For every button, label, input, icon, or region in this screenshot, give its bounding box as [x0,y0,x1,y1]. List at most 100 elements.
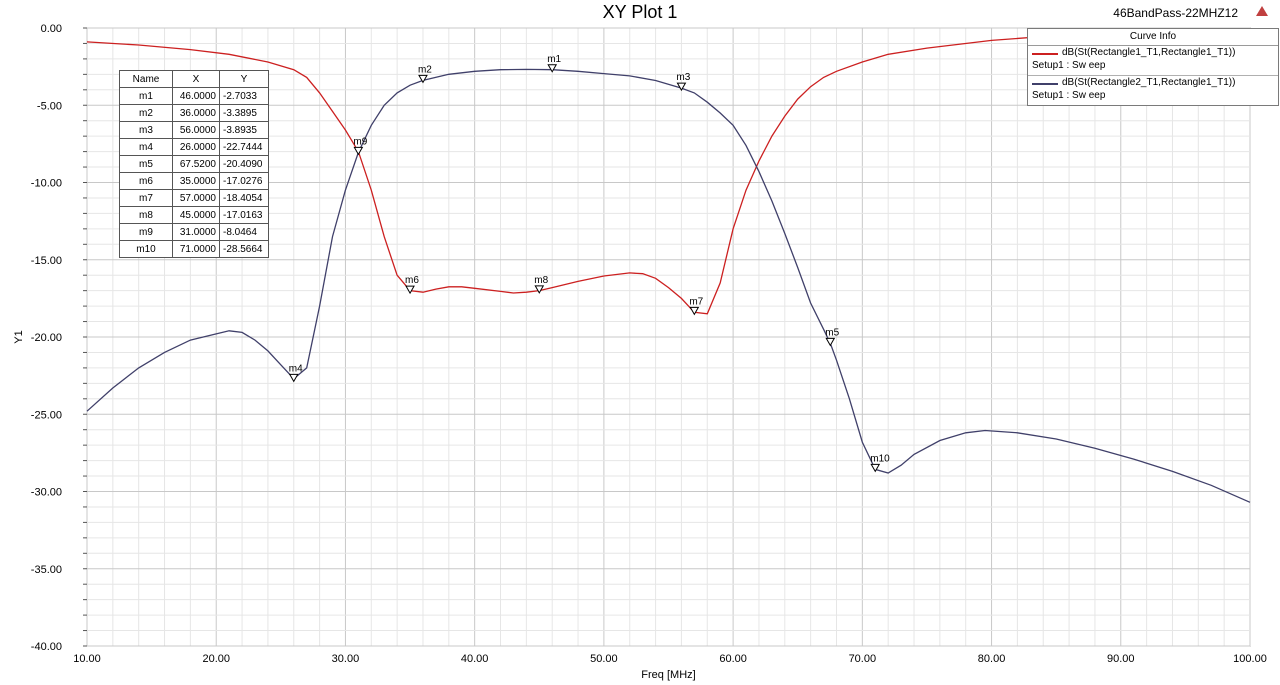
series-line-1[interactable] [86,35,1044,315]
y-tick-label: -20.00 [31,332,62,344]
marker-name-cell: m1 [119,87,173,105]
marker-triangle-icon [547,64,558,73]
marker-label: m9 [353,136,367,147]
marker-m9[interactable]: m9 [353,136,368,156]
x-tick-label: 50.00 [590,653,618,665]
marker-m8[interactable]: m8 [534,275,549,294]
marker-y-cell: -22.7444 [219,138,269,156]
markers: m1 m2 m3 m4 m5 m6 m7 m8 m9 m10 [288,54,890,473]
y-tick-label: -40.00 [31,641,62,653]
marker-x-cell: 57.0000 [172,189,220,207]
x-tick-label: 20.00 [202,653,230,665]
marker-x-cell: 26.0000 [172,138,220,156]
marker-label: m2 [418,64,432,75]
x-tick-label: 70.00 [849,653,877,665]
marker-name-cell: m7 [119,189,173,207]
marker-table-row[interactable]: m5 67.5200 -20.4090 [119,155,269,173]
legend-entry-2[interactable]: dB(St(Rectangle2_T1,Rectangle1_T1)) Setu… [1028,76,1278,105]
x-axis-label: Freq [MHz] [641,669,695,681]
y-tick-label: -25.00 [31,409,62,421]
marker-name-cell: m6 [119,172,173,190]
y-axis-label: Y1 [13,330,25,343]
marker-label: m6 [405,275,419,286]
marker-m4[interactable]: m4 [288,363,303,383]
marker-label: m3 [676,72,690,83]
legend-entry-setup: Setup1 : Sw eep [1032,60,1106,71]
legend-entry-name: dB(St(Rectangle2_T1,Rectangle1_T1)) [1062,77,1236,88]
marker-triangle-icon [689,306,700,316]
marker-x-cell: 31.0000 [172,223,220,241]
y-tick-label: -15.00 [31,255,62,267]
marker-triangle-icon [676,82,687,92]
marker-triangle-icon [288,373,299,383]
marker-table-row[interactable]: m4 26.0000 -22.7444 [119,138,269,156]
marker-y-cell: -28.5664 [219,240,269,258]
marker-label: m10 [870,453,890,464]
marker-table-row[interactable]: m8 45.0000 -17.0163 [119,206,269,224]
marker-m5[interactable]: m5 [825,327,840,347]
marker-table-row[interactable]: m6 35.0000 -17.0276 [119,172,269,190]
y-tick-label: -5.00 [37,100,62,112]
marker-triangle-icon [405,285,415,295]
y-tick-label: -30.00 [31,487,62,499]
marker-triangle-icon [825,337,836,347]
marker-label: m4 [289,363,303,374]
marker-triangle-icon [418,74,428,84]
axes: 10.00 20.00 30.00 40.00 50.00 60.00 70.00 80.00… [13,23,1267,681]
marker-table-row[interactable]: m2 36.0000 -3.3895 [119,104,269,122]
marker-y-cell: -8.0464 [219,223,269,241]
marker-name-cell: m10 [119,240,173,258]
y-tick-label: -10.00 [31,178,62,190]
marker-name-cell: m9 [119,223,173,241]
marker-m6[interactable]: m6 [405,275,419,295]
marker-x-cell: 56.0000 [172,121,220,139]
legend-entry-setup: Setup1 : Sw eep [1032,90,1106,101]
marker-y-cell: -3.3895 [219,104,269,122]
marker-table-header: Name X Y [119,70,269,88]
legend-entry-name: dB(St(Rectangle1_T1,Rectangle1_T1)) [1062,47,1236,58]
warning-triangle-icon[interactable] [1256,6,1268,16]
marker-table-row[interactable]: m9 31.0000 -8.0464 [119,223,269,241]
grid-lines [86,27,1251,647]
marker-name-cell: m2 [119,104,173,122]
legend-title: Curve Info [1028,29,1278,46]
marker-table-row[interactable]: m3 56.0000 -3.8935 [119,121,269,139]
marker-y-cell: -20.4090 [219,155,269,173]
marker-triangle-icon [534,285,545,294]
x-tick-label: 100.00 [1233,653,1267,665]
marker-m7[interactable]: m7 [689,296,704,316]
x-tick-label: 80.00 [978,653,1006,665]
x-tick-label: 10.00 [73,653,101,665]
chart-title: XY Plot 1 [602,2,678,22]
series-line-2[interactable] [86,68,1251,503]
marker-y-cell: -3.8935 [219,121,269,139]
marker-m1[interactable]: m1 [547,54,562,73]
marker-table-row[interactable]: m10 71.0000 -28.5664 [119,240,269,258]
marker-y-cell: -17.0276 [219,172,269,190]
marker-table-header-y: Y [219,70,269,88]
marker-x-cell: 71.0000 [172,240,220,258]
marker-x-cell: 35.0000 [172,172,220,190]
marker-m2[interactable]: m2 [418,64,432,84]
curve-info-legend[interactable]: Curve Info dB(St(Rectangle1_T1,Rectangle… [1027,28,1279,106]
x-tick-label: 40.00 [461,653,489,665]
marker-table-row[interactable]: m1 46.0000 -2.7033 [119,87,269,105]
x-tick-label: 90.00 [1107,653,1135,665]
project-name: 46BandPass-22MHZ12 [1113,6,1238,20]
legend-entry-1[interactable]: dB(St(Rectangle1_T1,Rectangle1_T1)) Setu… [1028,46,1278,76]
marker-y-cell: -18.4054 [219,189,269,207]
marker-table-header-name: Name [119,70,173,88]
marker-m3[interactable]: m3 [676,72,691,92]
marker-table-row[interactable]: m7 57.0000 -18.4054 [119,189,269,207]
series-lines [86,35,1251,503]
marker-m10[interactable]: m10 [870,453,890,473]
marker-triangle-icon [870,463,881,473]
marker-name-cell: m8 [119,206,173,224]
legend-swatch [1032,53,1058,55]
marker-x-cell: 36.0000 [172,104,220,122]
marker-x-cell: 46.0000 [172,87,220,105]
marker-name-cell: m4 [119,138,173,156]
marker-table[interactable]: Name X Y m1 46.0000 -2.7033 m2 36.0000 -3.389… [119,70,269,258]
